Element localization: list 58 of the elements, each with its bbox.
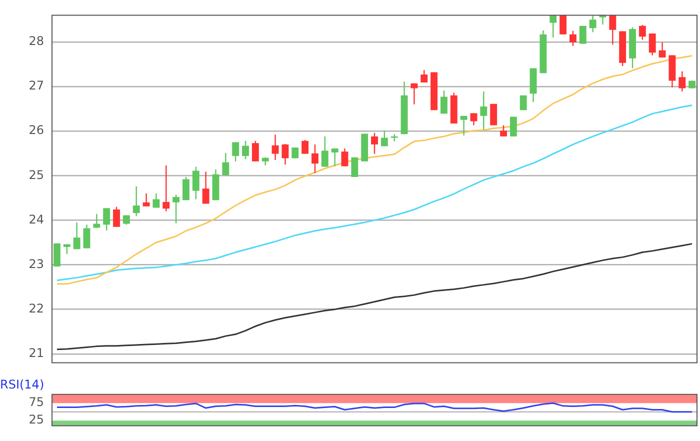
candlestick [311,144,318,174]
y-tick-label: 26 [28,123,44,138]
candlestick [93,213,100,228]
candlestick [192,166,200,200]
candlestick [162,164,170,212]
candlestick [113,206,120,228]
candlestick [460,115,468,136]
candlestick [232,142,240,162]
y-tick-label: 75 [28,395,44,410]
candlestick [658,42,666,58]
chart-title: RSI(14) [0,377,44,392]
y-tick-label: 27 [28,78,44,93]
candlestick [302,139,309,154]
candlestick [222,152,230,176]
candlestick [638,24,646,40]
candlestick [500,124,507,138]
candlestick [609,14,616,46]
y-tick-label: 25 [28,412,44,427]
y-tick-label: 23 [28,256,44,271]
candlestick [202,171,210,204]
candlestick [152,192,160,208]
candlestick [510,116,517,138]
candlestick [83,224,90,249]
candlestick [560,14,567,35]
candlestick [470,112,478,126]
candlestick [648,32,656,56]
candlestick [73,222,80,250]
candlestick [490,103,498,126]
candlestick [569,30,576,47]
candlestick [182,176,190,201]
candlestick [172,194,180,224]
y-tick-label: 28 [28,34,44,48]
y-tick-label: 24 [28,212,44,226]
candlestick [331,148,338,167]
y-tick-label: 21 [28,346,44,360]
candlestick [282,143,289,166]
y-tick-label: 22 [28,301,44,316]
candlestick [341,148,348,167]
candlestick [252,140,259,162]
candlestick [272,134,279,161]
candlestick [410,82,418,105]
candlestick [678,70,686,92]
candlestick [480,90,488,130]
candlestick [142,192,150,207]
candlestick [420,69,428,84]
candlestick [589,14,596,33]
y-tick-label: 25 [28,168,44,182]
candlestick [242,140,249,160]
candlestick [440,90,448,114]
candlestick [351,156,358,178]
candlestick [550,14,557,38]
candlestick [380,130,388,147]
candlestick [132,186,140,217]
candlestick [321,136,328,168]
candlestick [390,134,398,142]
candlestick [292,146,299,159]
candlestick [371,132,378,154]
candlestick [103,208,110,232]
